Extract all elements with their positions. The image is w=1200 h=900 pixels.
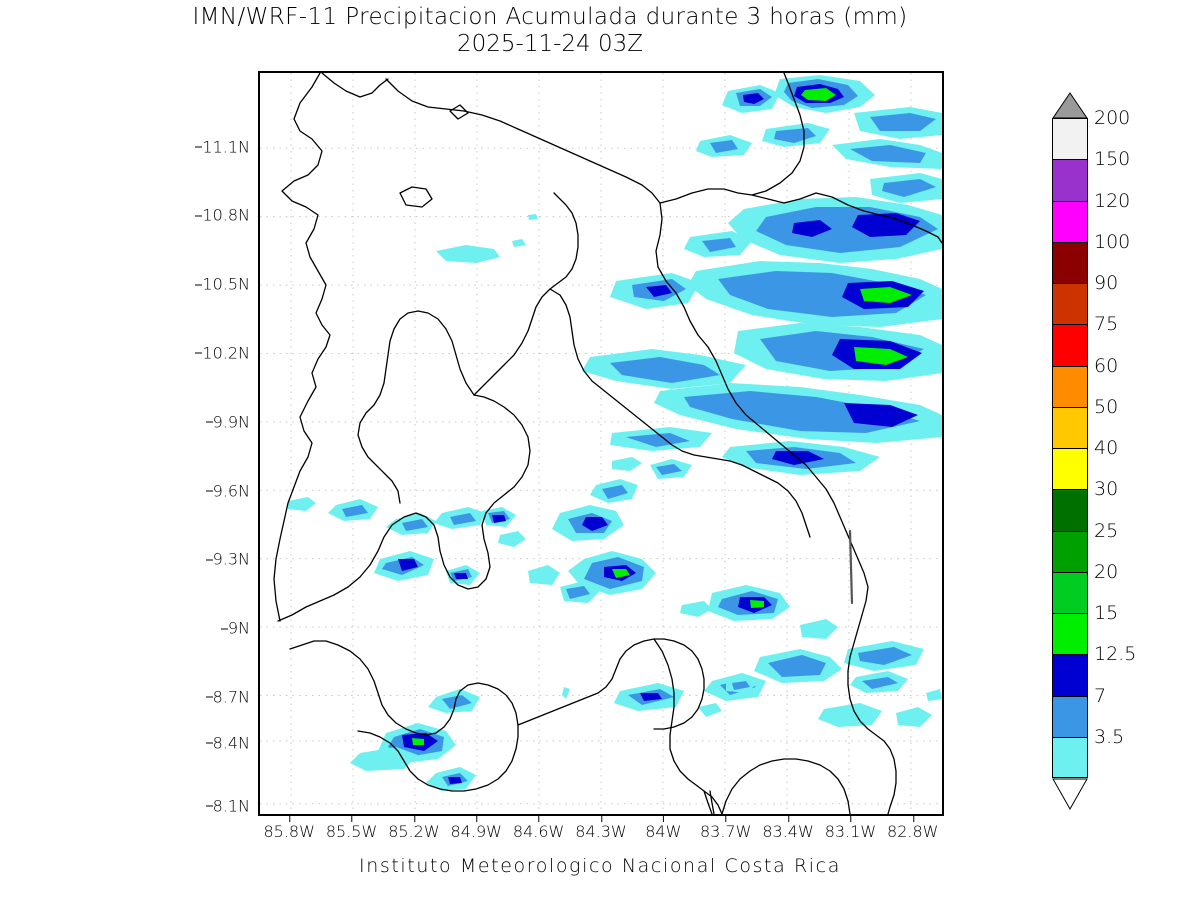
coastline-layer: [273, 73, 942, 814]
x-tick-mark-2: [413, 815, 415, 822]
colorbar-label-30: 30: [1094, 478, 1119, 501]
colorbar-cell-25: [1052, 530, 1088, 572]
colorbar-cell-12.5: [1052, 654, 1088, 696]
x-tick-label-10: 82.8W: [887, 815, 939, 841]
colorbar-label-120: 120: [1094, 189, 1131, 212]
y-tick-label-5: 9.6N: [205, 481, 250, 500]
x-tick-mark-1: [351, 815, 353, 822]
x-tick-mark-4: [538, 815, 540, 822]
y-tick-mark-4: [205, 421, 213, 423]
x-tick-label-8: 83.4W: [762, 815, 814, 841]
x-tick-mark-8: [788, 815, 790, 822]
colorbar: 200 150 120 100 90 75 60 50 40 30 25 20 15 12.5 7 3.5: [1052, 107, 1136, 778]
y-tick-label-8: 8.7N: [205, 687, 250, 706]
x-tick-label-0: 85.8W: [263, 815, 315, 841]
y-tick-mark-7: [220, 628, 228, 630]
colorbar-label-200: 200: [1094, 107, 1131, 129]
y-tick-mark-2: [195, 284, 203, 286]
footer-credit: Instituto Meteorologico Nacional Costa R…: [359, 855, 841, 877]
colorbar-cell-200: [1052, 118, 1088, 160]
colorbar-label-12.5: 12.5: [1094, 643, 1137, 666]
x-tick-label-5: 84.3W: [575, 815, 627, 841]
y-tick-label-10: 8.1N: [205, 796, 250, 815]
x-tick-mark-10: [912, 815, 914, 822]
x-tick-mark-5: [600, 815, 602, 822]
precip-region-lake-nicaragua: [436, 214, 538, 263]
y-tick-label-1: 10.8N: [195, 206, 250, 225]
y-tick-mark-8: [205, 696, 213, 698]
colorbar-cell-90: [1052, 283, 1088, 325]
colorbar-cell-7: [1052, 695, 1088, 737]
colorbar-cell-15: [1052, 613, 1088, 655]
colorbar-label-75: 75: [1094, 313, 1119, 336]
y-tick-mark-10: [205, 805, 213, 807]
map-canvas: [260, 73, 942, 814]
gridlines: [260, 73, 942, 814]
precipitation-field: [288, 75, 942, 791]
y-tick-label-7: 9N: [220, 619, 250, 638]
y-tick-label-4: 9.9N: [205, 412, 250, 431]
colorbar-cell-30: [1052, 489, 1088, 531]
x-tick-mark-7: [725, 815, 727, 822]
y-axis-labels: 11.1N 10.8N 10.5N 10.2N 9.9N 9.6N 9.3N 9N 8.7N 8.…: [140, 71, 250, 816]
y-tick-label-2: 10.5N: [195, 275, 250, 294]
colorbar-label-150: 150: [1094, 148, 1131, 171]
colorbar-label-25: 25: [1094, 519, 1119, 542]
colorbar-over-arrow: [1052, 92, 1088, 119]
x-tick-mark-3: [476, 815, 478, 822]
map-plot-area: [258, 71, 944, 816]
colorbar-cell-150: [1052, 159, 1088, 201]
colorbar-cell-100: [1052, 241, 1088, 283]
colorbar-cell-75: [1052, 324, 1088, 366]
colorbar-cell-60: [1052, 365, 1088, 407]
y-tick-mark-9: [205, 742, 213, 744]
x-tick-mark-0: [289, 815, 291, 822]
colorbar-cell-20: [1052, 571, 1088, 613]
x-tick-label-6: 84W: [645, 815, 681, 841]
x-axis-labels: 85.8W 85.5W 85.2W 84.9W 84.6W 84.3W 84W 83.7W 83…: [258, 815, 944, 848]
y-tick-mark-5: [205, 490, 213, 492]
colorbar-label-3.5: 3.5: [1094, 725, 1125, 748]
colorbar-cell-50: [1052, 406, 1088, 448]
colorbar-cell-120: [1052, 200, 1088, 242]
precip-region-south: [350, 675, 942, 791]
colorbar-label-20: 20: [1094, 560, 1119, 583]
y-tick-label-0: 11.1N: [195, 137, 250, 156]
title-line-1: IMN/WRF-11 Precipitacion Acumulada duran…: [192, 4, 908, 30]
x-tick-mark-9: [850, 815, 852, 822]
colorbar-label-15: 15: [1094, 602, 1119, 624]
precip-region-central: [288, 457, 924, 701]
x-tick-label-3: 84.9W: [451, 815, 502, 841]
y-tick-label-9: 8.4N: [205, 733, 250, 752]
figure-title: IMN/WRF-11 Precipitacion Acumulada duran…: [0, 4, 1100, 58]
colorbar-label-90: 90: [1094, 272, 1119, 294]
x-tick-label-9: 83.1W: [825, 815, 876, 841]
colorbar-label-100: 100: [1094, 230, 1131, 253]
colorbar-cell-3.5: [1052, 736, 1088, 778]
y-tick-mark-3: [195, 352, 203, 354]
precip-region-ne-caribbean: [582, 75, 942, 475]
x-tick-label-4: 84.6W: [513, 815, 564, 841]
x-tick-label-2: 85.2W: [388, 815, 440, 841]
x-tick-mark-6: [663, 815, 665, 822]
x-tick-label-1: 85.5W: [326, 815, 377, 841]
y-tick-label-6: 9.3N: [205, 550, 250, 569]
colorbar-label-40: 40: [1094, 437, 1119, 459]
colorbar-cell-40: [1052, 448, 1088, 490]
colorbar-label-7: 7: [1094, 684, 1107, 707]
y-tick-mark-1: [195, 215, 203, 217]
colorbar-label-50: 50: [1094, 395, 1119, 418]
x-tick-label-7: 83.7W: [700, 815, 751, 841]
y-tick-mark-6: [205, 559, 213, 561]
y-tick-mark-0: [195, 146, 203, 148]
colorbar-under-arrow: [1052, 778, 1088, 810]
colorbar-label-60: 60: [1094, 354, 1119, 377]
y-tick-label-3: 10.2N: [195, 343, 250, 362]
title-line-2: 2025-11-24 03Z: [457, 31, 643, 57]
